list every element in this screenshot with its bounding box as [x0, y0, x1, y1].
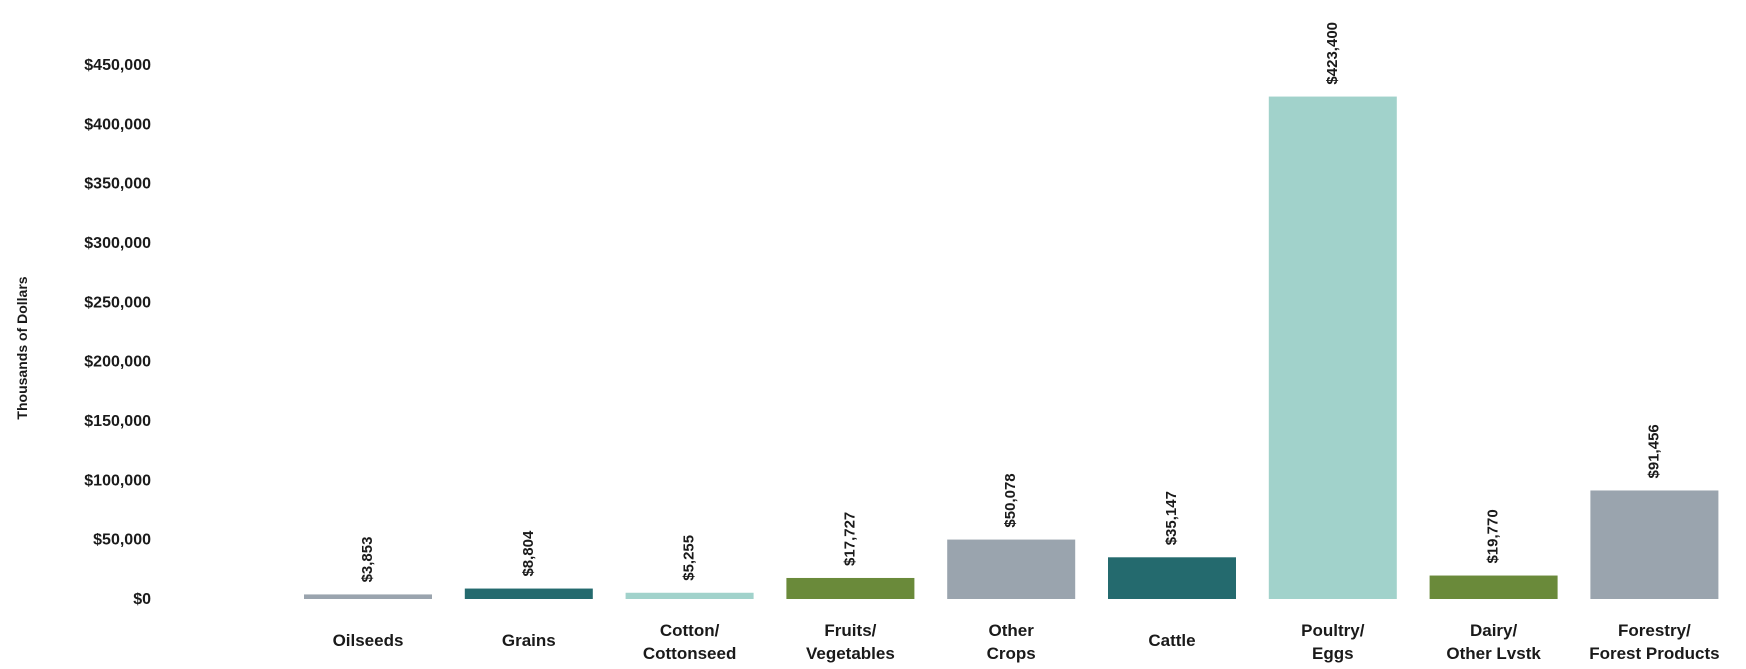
x-tick-label: Oilseeds: [333, 631, 404, 650]
x-tick-label: Cottonseed: [643, 644, 737, 663]
x-tick-label: Fruits/: [824, 621, 876, 640]
x-tick-label: Forest Products: [1589, 644, 1719, 663]
x-tick-label: Other Lvstk: [1446, 644, 1541, 663]
data-label: $3,853: [359, 537, 376, 583]
bar: [1108, 557, 1236, 599]
x-tick-label: Grains: [502, 631, 556, 650]
x-tick-label: Cattle: [1148, 631, 1195, 650]
data-label: $5,255: [681, 535, 698, 581]
x-tick-label: Eggs: [1312, 644, 1354, 663]
data-label: $91,456: [1645, 424, 1662, 478]
y-tick-label: $0: [133, 591, 151, 608]
x-tick-label: Other: [989, 621, 1035, 640]
y-tick-label: $150,000: [84, 413, 151, 430]
x-tick-label: Vegetables: [806, 644, 895, 663]
x-tick-label: Poultry/: [1301, 621, 1365, 640]
data-label: $50,078: [1002, 473, 1019, 527]
category-labels: Oilseeds Grains Cotton/Cottonseed Fruits/Ve…: [333, 621, 1720, 663]
bar: [1268, 96, 1397, 599]
data-label: $17,727: [841, 512, 858, 566]
data-label: $8,804: [520, 530, 537, 577]
x-tick-label: Forestry/: [1618, 621, 1691, 640]
y-axis-title: Thousands of Dollars: [14, 276, 30, 419]
y-tick-label: $250,000: [84, 294, 151, 311]
x-tick-label: Dairy/: [1470, 621, 1518, 640]
x-tick-label: Cotton/: [660, 621, 720, 640]
x-tick-label: Crops: [987, 644, 1036, 663]
data-label: $423,400: [1324, 22, 1341, 85]
y-axis-title-group: Thousands of Dollars: [14, 276, 30, 419]
data-label: $35,147: [1163, 491, 1180, 545]
bar: [947, 539, 1076, 599]
value-labels: $3,853 $8,804 $5,255 $17,727 $50,078 $35,147 $…: [359, 22, 1662, 582]
y-tick-label: $350,000: [84, 176, 151, 193]
y-tick-label: $200,000: [84, 354, 151, 371]
bar: [625, 592, 754, 599]
y-tick-label: $50,000: [93, 532, 151, 549]
y-tick-label: $100,000: [84, 472, 151, 489]
data-label: $19,770: [1485, 509, 1502, 563]
y-tick-label: $450,000: [84, 57, 151, 74]
y-tick-label: $400,000: [84, 116, 151, 133]
bar: [1429, 575, 1558, 599]
bars: [304, 96, 1719, 599]
bar: [786, 577, 915, 599]
bar: [464, 588, 593, 599]
bar: [1590, 490, 1719, 599]
y-tick-label: $300,000: [84, 235, 151, 252]
bar: [304, 594, 432, 599]
y-axis-ticks: $0 $50,000 $100,000 $150,000 $200,000 $250,00…: [84, 57, 151, 608]
